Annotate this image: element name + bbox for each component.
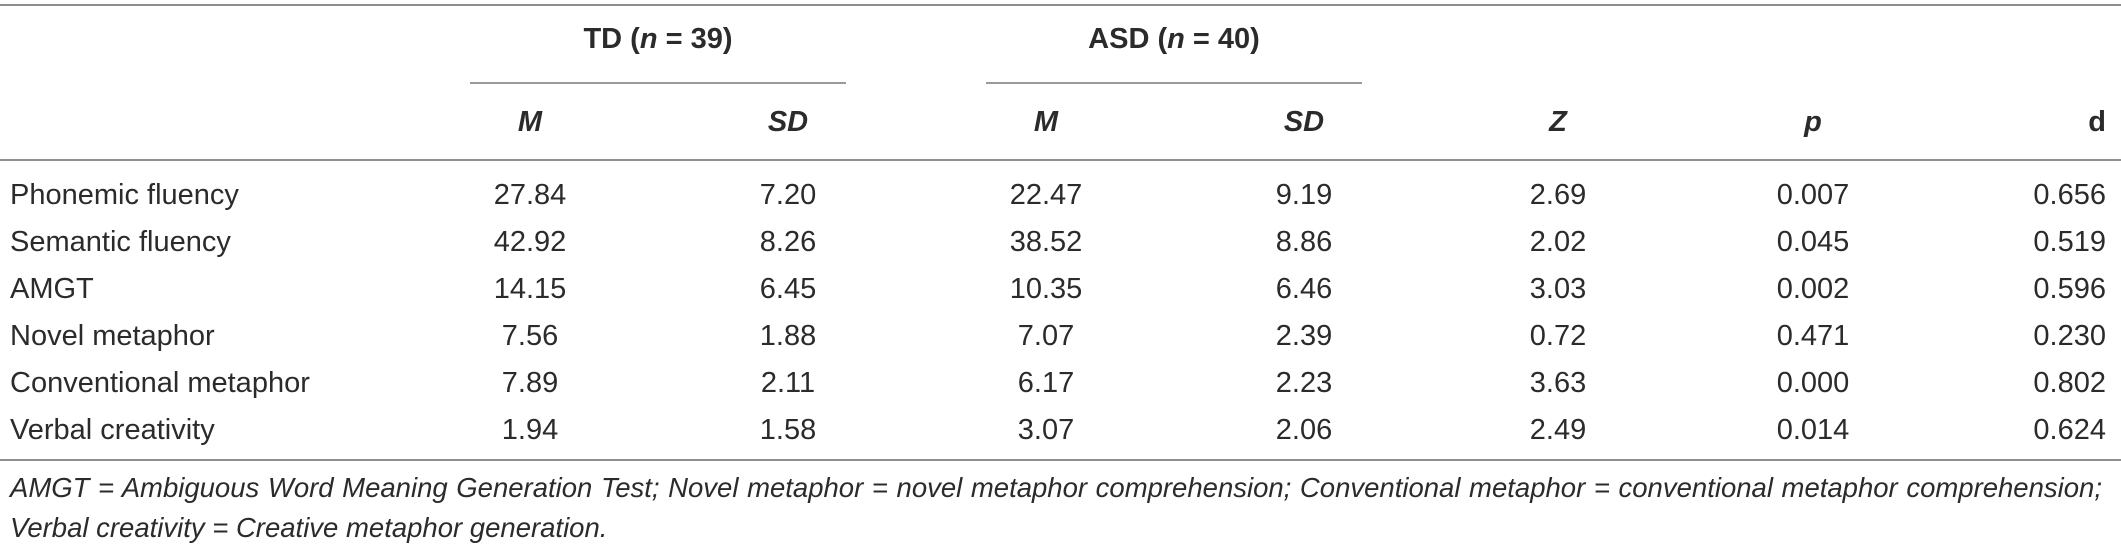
cell-value: 2.11 xyxy=(760,367,816,399)
group-rule-td xyxy=(470,82,846,84)
group-header-td: TD (n = 39) xyxy=(583,23,733,55)
column-header-td-sd: SD xyxy=(767,106,809,138)
cell-value: 0.000 xyxy=(1776,367,1850,399)
cell-value: 2.06 xyxy=(1275,414,1333,446)
column-header-td-m: M xyxy=(517,106,543,138)
cell-value: 0.002 xyxy=(1776,273,1850,305)
cell-value: 7.20 xyxy=(759,179,817,211)
header-bottom-rule xyxy=(0,159,2121,161)
column-header-z: Z xyxy=(1549,106,1567,138)
table-footnote: AMGT = Ambiguous Word Meaning Generation… xyxy=(10,472,2102,543)
group-header-asd: ASD (n = 40) xyxy=(1088,23,1260,55)
cell-value: 14.15 xyxy=(493,273,567,305)
cell-value: 0.624 xyxy=(2033,414,2106,446)
column-header-asd-sd: SD xyxy=(1283,106,1325,138)
cell-value: 27.84 xyxy=(493,179,567,211)
cell-value: 2.69 xyxy=(1529,179,1587,211)
cell-value: 1.58 xyxy=(759,414,817,446)
column-header-asd-m: M xyxy=(1033,106,1059,138)
cell-value: 42.92 xyxy=(493,226,567,258)
cell-value: 2.23 xyxy=(1275,367,1333,399)
table-bottom-rule xyxy=(0,459,2121,461)
cell-value: 6.45 xyxy=(759,273,817,305)
cell-value: 0.045 xyxy=(1776,226,1850,258)
cell-value: 38.52 xyxy=(1009,226,1083,258)
row-label-verbal-creativity: Verbal creativity xyxy=(10,414,215,446)
column-header-p: p xyxy=(1804,106,1822,138)
cell-value: 2.49 xyxy=(1529,414,1587,446)
cell-value: 9.19 xyxy=(1275,179,1333,211)
cell-value: 10.35 xyxy=(1009,273,1083,305)
cell-value: 0.471 xyxy=(1776,320,1850,352)
cell-value: 0.519 xyxy=(2033,226,2106,258)
cell-value: 7.89 xyxy=(501,367,559,399)
cell-value: 2.02 xyxy=(1529,226,1587,258)
cell-value: 0.802 xyxy=(2033,367,2106,399)
cell-value: 0.014 xyxy=(1776,414,1850,446)
cell-value: 2.39 xyxy=(1275,320,1333,352)
cell-value: 6.46 xyxy=(1275,273,1333,305)
cell-value: 3.07 xyxy=(1017,414,1075,446)
cell-value: 8.26 xyxy=(759,226,817,258)
row-label-semantic-fluency: Semantic fluency xyxy=(10,226,231,258)
cell-value: 0.656 xyxy=(2033,179,2106,211)
cell-value: 8.86 xyxy=(1275,226,1333,258)
cell-value: 3.63 xyxy=(1529,367,1587,399)
cell-value: 1.94 xyxy=(501,414,559,446)
cell-value: 1.88 xyxy=(759,320,817,352)
cell-value: 7.07 xyxy=(1017,320,1075,352)
group-rule-asd xyxy=(986,82,1362,84)
cell-value: 22.47 xyxy=(1009,179,1083,211)
row-label-novel-metaphor: Novel metaphor xyxy=(10,320,215,352)
row-label-amgt: AMGT xyxy=(10,273,94,305)
column-header-d: d xyxy=(2088,106,2106,138)
cell-value: 0.007 xyxy=(1776,179,1850,211)
table-top-rule xyxy=(0,4,2121,6)
row-label-conventional-metaphor: Conventional metaphor xyxy=(10,367,310,399)
cell-value: 0.230 xyxy=(2033,320,2106,352)
cell-value: 3.03 xyxy=(1529,273,1587,305)
cell-value: 7.56 xyxy=(501,320,559,352)
cell-value: 0.596 xyxy=(2033,273,2106,305)
cell-value: 0.72 xyxy=(1529,320,1587,352)
row-label-phonemic-fluency: Phonemic fluency xyxy=(10,179,239,211)
cell-value: 6.17 xyxy=(1017,367,1075,399)
